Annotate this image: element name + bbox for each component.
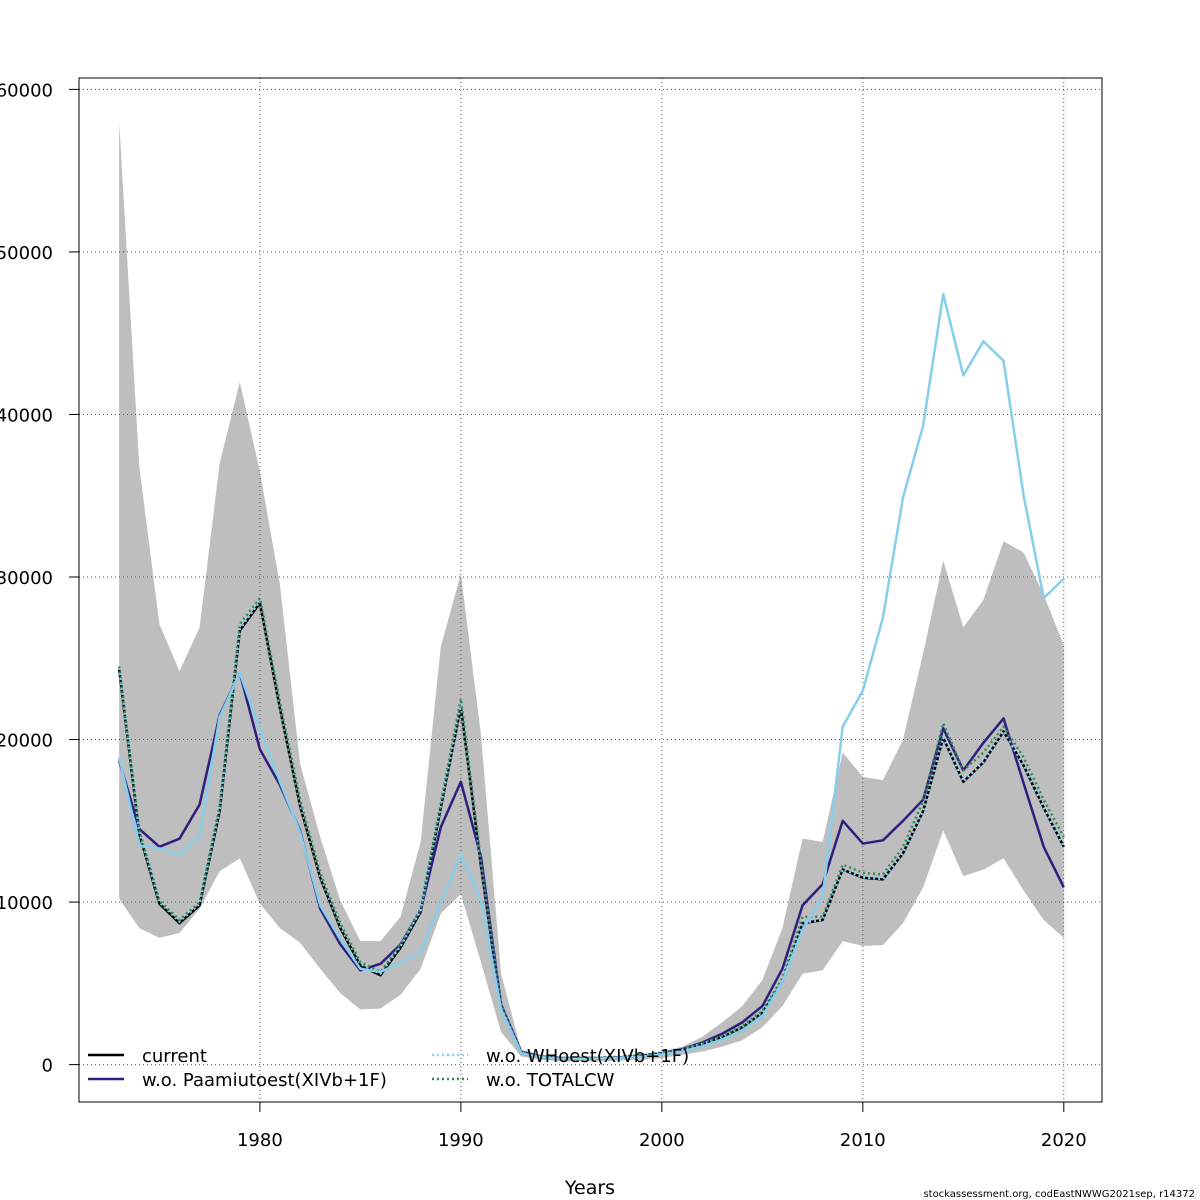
legend-label-current: current: [142, 1046, 207, 1067]
series-layer: [117, 292, 1065, 1061]
source-note: stockassessment.org, codEastNWWG2021sep,…: [923, 1189, 1195, 1200]
y-tick-label-60000: 60000: [0, 80, 53, 101]
legend-label-totalcw: w.o. TOTALCW: [486, 1070, 615, 1091]
y-tick-label-20000: 20000: [0, 731, 53, 752]
x-tick-label-1980: 1980: [237, 1130, 283, 1151]
legend-label-paamiutoest: w.o. Paamiutoest(XIVb+1F): [142, 1070, 387, 1091]
y-tick-label-50000: 50000: [0, 243, 53, 264]
plot-frame: [78, 77, 1103, 1103]
series-line-4: [117, 292, 1065, 1061]
legend: current w.o. Paamiutoest(XIVb+1F) w.o. W…: [88, 1046, 689, 1091]
confidence-band-layer: [119, 121, 1064, 1062]
y-tick-label-0: 0: [42, 1056, 53, 1077]
x-axis-title: Years: [564, 1177, 615, 1199]
x-tick-label-1990: 1990: [438, 1130, 484, 1151]
x-tick-label-2000: 2000: [639, 1130, 685, 1151]
axis-layer: 1980 1990 2000 2010 2020 0 10000 20000 30000 4000…: [0, 80, 1087, 1151]
confidence-band: [119, 121, 1064, 1062]
y-tick-label-10000: 10000: [0, 893, 53, 914]
x-tick-label-2020: 2020: [1041, 1130, 1087, 1151]
y-tick-label-30000: 30000: [0, 568, 53, 589]
series-line-3: [117, 596, 1065, 1060]
legend-label-whoest: w.o. WHoest(XIVb+1F): [486, 1046, 689, 1067]
grid-layer: [79, 78, 1102, 1102]
series-line-2: [117, 600, 1065, 1060]
y-tick-label-40000: 40000: [0, 405, 53, 426]
x-tick-label-2010: 2010: [840, 1130, 886, 1151]
